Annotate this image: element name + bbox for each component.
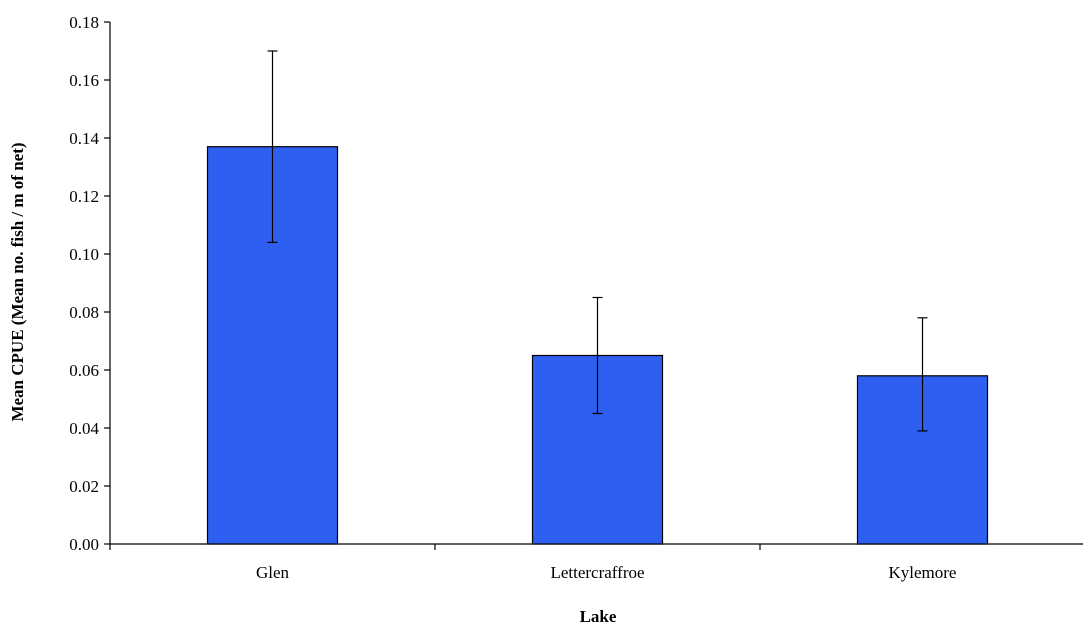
y-tick-label: 0.12: [69, 187, 99, 206]
y-axis: 0.00 0.02 0.04 0.06 0.08 0.10 0.12 0.14 0.16 0.18: [69, 13, 111, 554]
x-tick-label: Glen: [256, 563, 290, 582]
x-axis-title: Lake: [580, 607, 617, 626]
error-bar: [267, 50, 278, 243]
error-bar: [917, 317, 928, 432]
y-axis-title: Mean CPUE (Mean no. fish / m of net): [8, 142, 27, 421]
y-tick-label: 0.08: [69, 303, 99, 322]
y-tick-label: 0.16: [69, 71, 99, 90]
x-tick-label: Lettercraffroe: [550, 563, 644, 582]
x-axis: Glen Lettercraffroe Kylemore: [109, 543, 1083, 582]
error-bars: [267, 50, 928, 432]
y-tick-label: 0.02: [69, 477, 99, 496]
y-tick-label: 0.06: [69, 361, 99, 380]
y-tick-label: 0.04: [69, 419, 99, 438]
y-tick-label: 0.18: [69, 13, 99, 32]
y-tick-label: 0.10: [69, 245, 99, 264]
y-tick-label: 0.00: [69, 535, 99, 554]
x-tick-label: Kylemore: [889, 563, 957, 582]
error-bar: [592, 296, 603, 415]
y-tick-label: 0.14: [69, 129, 99, 148]
